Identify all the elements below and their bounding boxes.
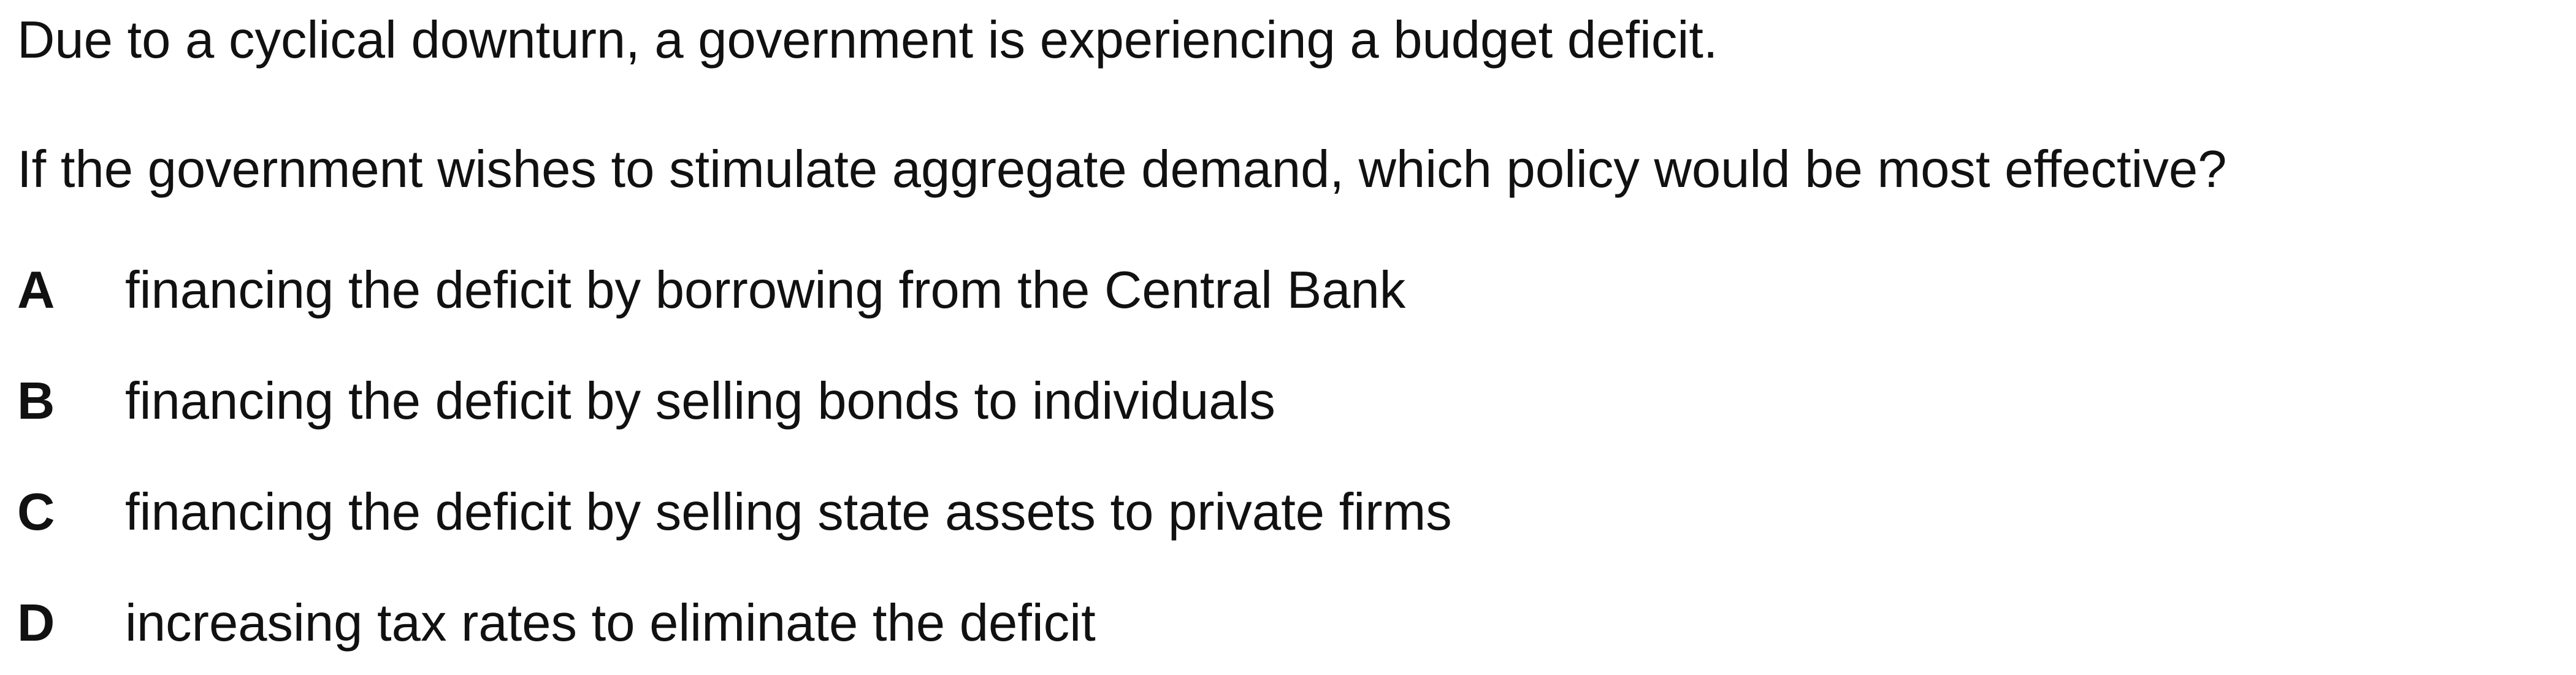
option-text: financing the deficit by selling state a… (125, 483, 1452, 541)
option-letter: A (17, 261, 55, 319)
option-c[interactable]: C financing the deficit by selling state… (17, 486, 1452, 547)
option-text: financing the deficit by selling bonds t… (125, 372, 1275, 430)
option-b[interactable]: B financing the deficit by selling bonds… (17, 375, 1275, 437)
question-text: If the government wishes to stimulate ag… (17, 140, 2227, 199)
option-letter: C (17, 483, 55, 541)
option-d[interactable]: D increasing tax rates to eliminate the … (17, 597, 1096, 658)
intro-text: Due to a cyclical downturn, a government… (17, 11, 1718, 69)
option-a[interactable]: A financing the deficit by borrowing fro… (17, 264, 1405, 326)
option-letter: B (17, 372, 55, 430)
option-letter: D (17, 594, 55, 652)
option-text: financing the deficit by borrowing from … (125, 261, 1406, 319)
option-text: increasing tax rates to eliminate the de… (125, 594, 1096, 652)
